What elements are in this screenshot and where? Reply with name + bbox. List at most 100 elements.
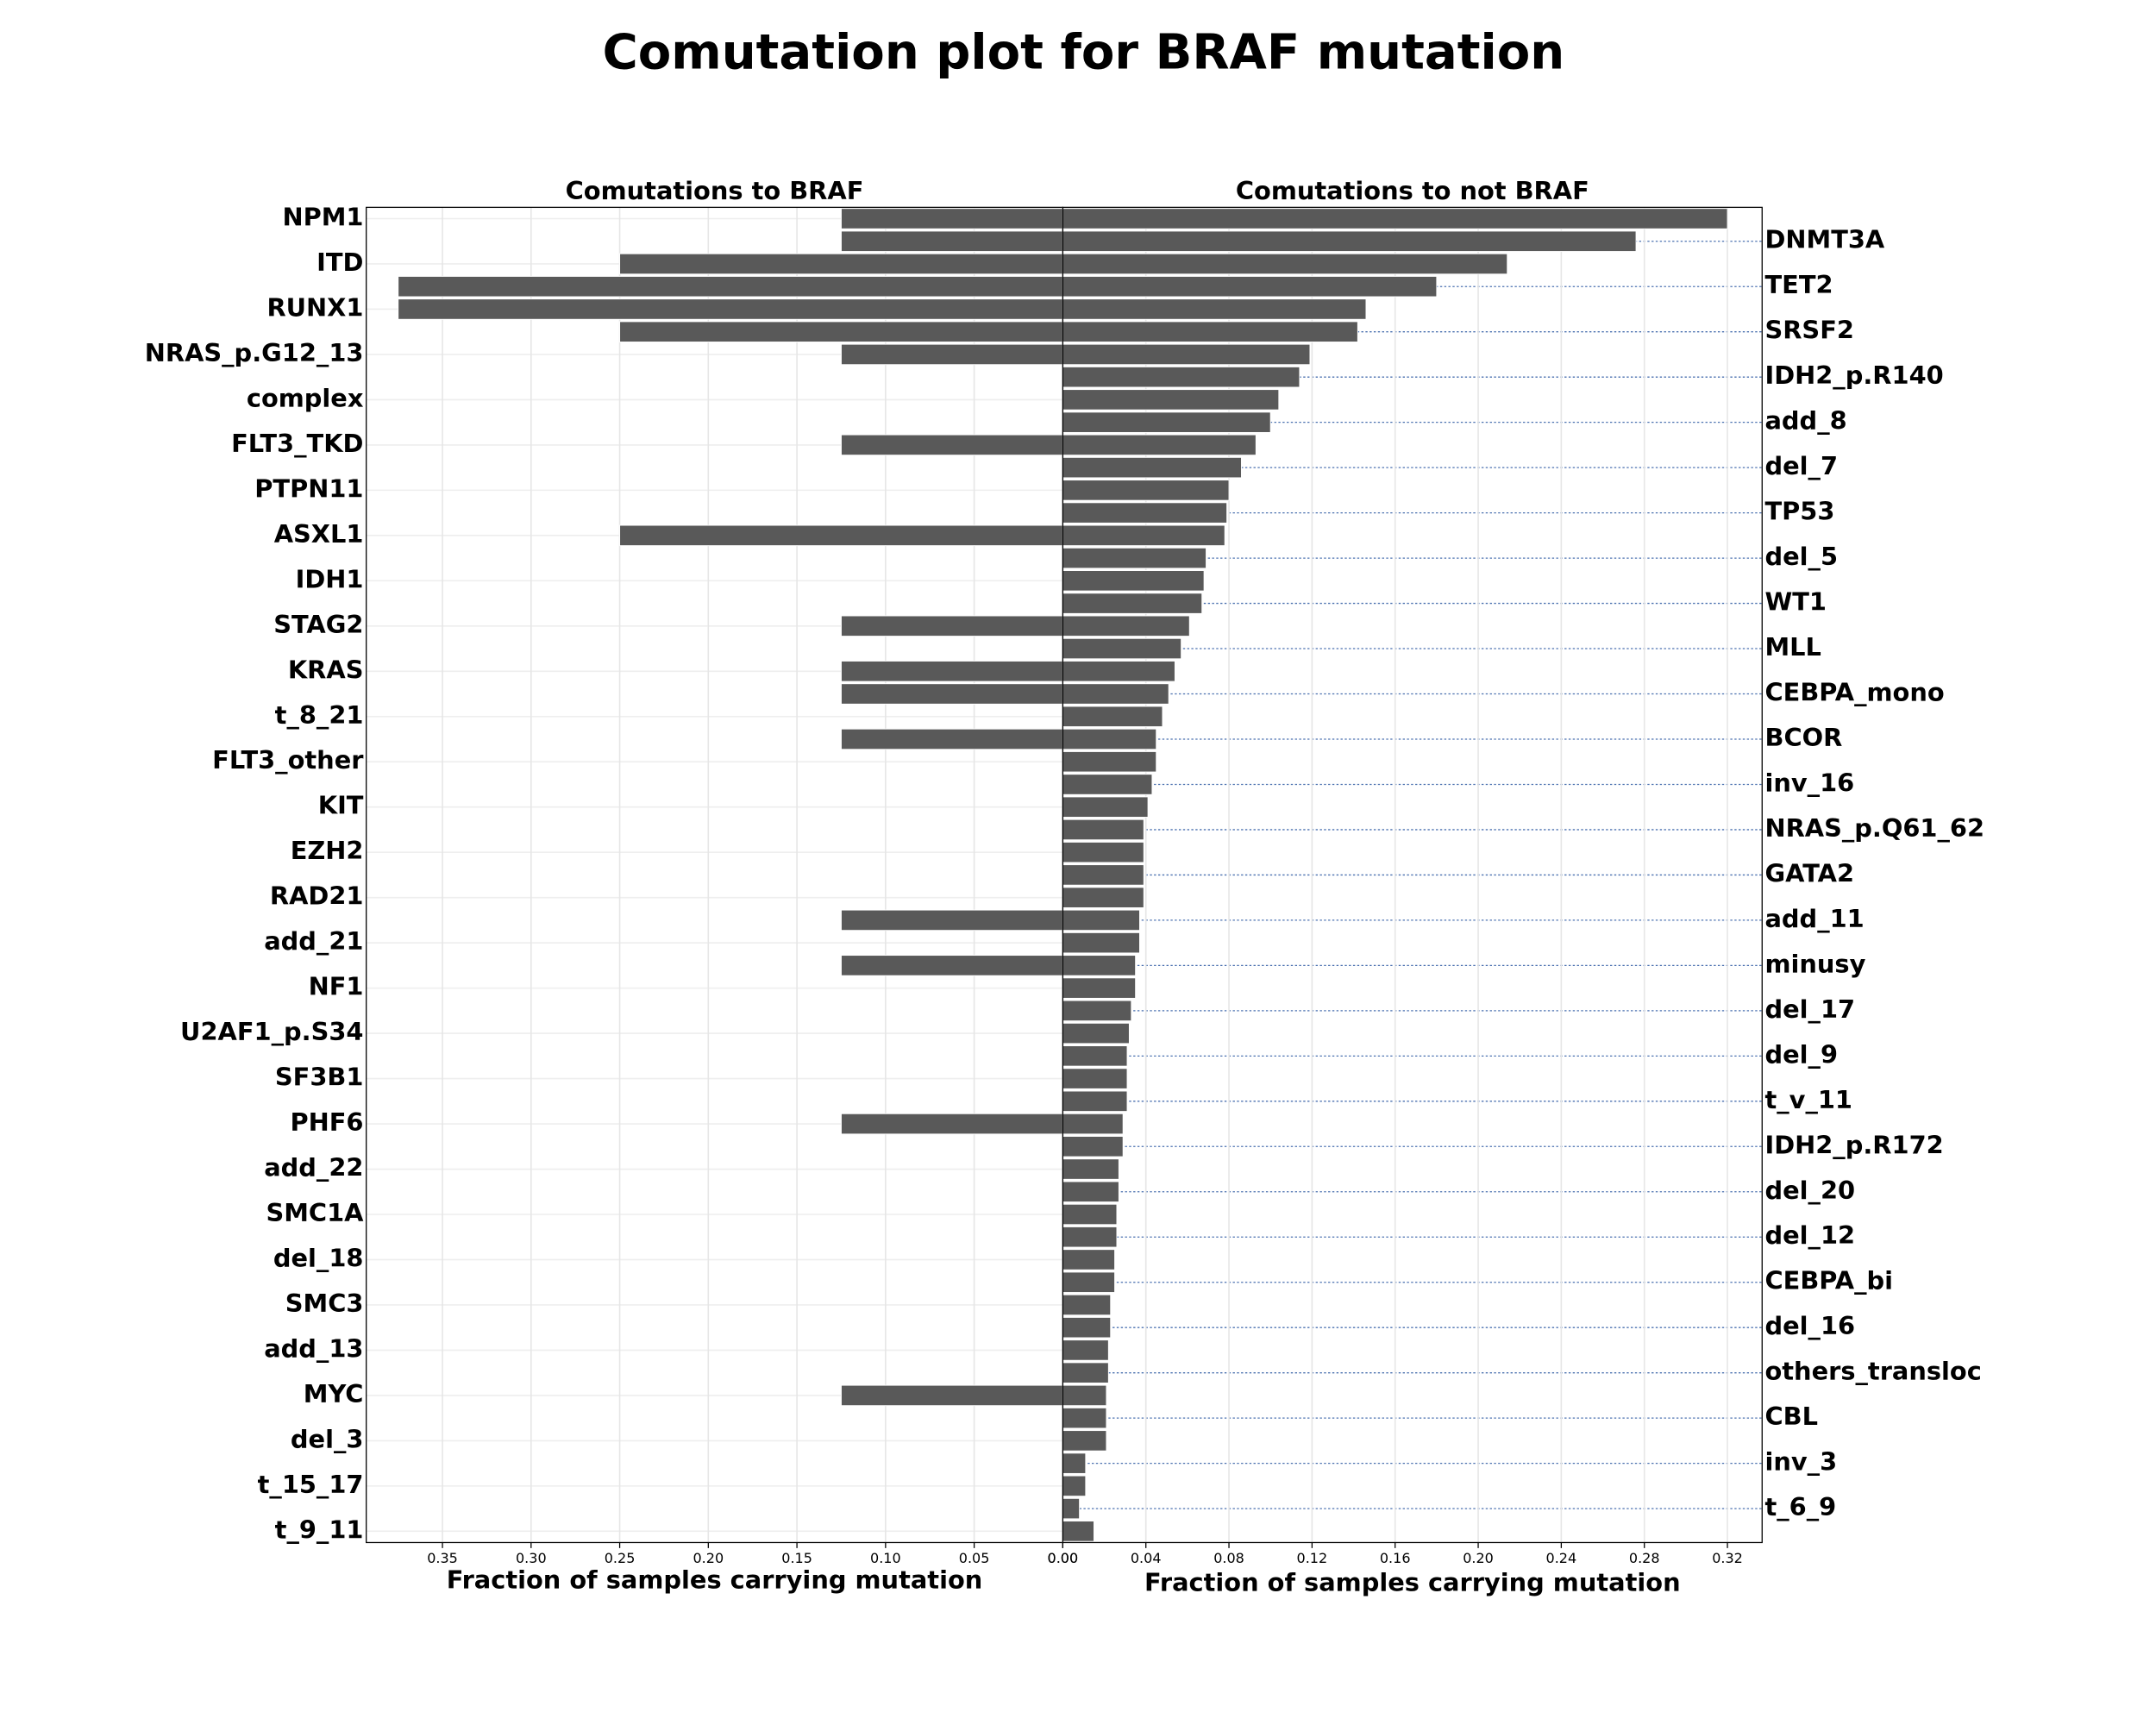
bar	[619, 321, 1063, 342]
bar	[1062, 1339, 1109, 1361]
category-label: del_18	[273, 1243, 364, 1272]
bar	[1062, 1203, 1118, 1226]
bar	[1062, 1113, 1124, 1135]
bar	[1062, 1226, 1118, 1248]
bar	[1062, 728, 1157, 750]
category-label: add_11	[1764, 904, 1864, 933]
x-tick-label: 0.20	[1463, 1550, 1494, 1566]
bar	[1062, 1316, 1112, 1339]
bar	[1062, 1045, 1128, 1067]
category-label: add_8	[1764, 406, 1846, 436]
x-tick-label: 0.08	[1213, 1550, 1244, 1566]
bar	[1062, 977, 1137, 999]
category-label: CEBPA_mono	[1764, 678, 1944, 707]
bar	[1062, 1068, 1128, 1089]
bar	[1062, 637, 1182, 660]
category-label: del_9	[1764, 1039, 1838, 1069]
bar	[1062, 411, 1271, 433]
bar	[1062, 321, 1358, 342]
x-tick-label: 0.00	[1048, 1550, 1079, 1566]
x-tick-label: 0.35	[427, 1550, 458, 1566]
bar	[1062, 1384, 1107, 1407]
x-tick-label: 0.12	[1297, 1550, 1328, 1566]
bar	[1062, 955, 1137, 976]
bar	[1062, 1407, 1107, 1429]
bar	[1062, 524, 1225, 547]
bar	[1062, 208, 1728, 229]
bar	[840, 208, 1063, 229]
category-label: KRAS	[288, 655, 364, 684]
bar	[1062, 819, 1144, 841]
x-tick-label: 0.04	[1131, 1550, 1162, 1566]
bar	[1062, 389, 1280, 411]
category-label: WT1	[1764, 587, 1827, 617]
bar	[1062, 1430, 1107, 1452]
bar	[1062, 932, 1140, 954]
category-label: RUNX1	[266, 292, 363, 322]
category-label: add_21	[264, 926, 363, 956]
category-label: BCOR	[1764, 723, 1842, 752]
category-label: NRAS_p.Q61_62	[1764, 813, 1984, 843]
x-axis-label: Fraction of samples carrying mutation	[447, 1565, 983, 1594]
bar	[1062, 275, 1438, 298]
bar	[1062, 502, 1228, 524]
bar	[1062, 1521, 1094, 1542]
bar	[1062, 706, 1163, 728]
category-label: del_12	[1764, 1220, 1855, 1250]
category-label: t_9_11	[275, 1515, 364, 1544]
x-tick-label: 0.20	[693, 1550, 724, 1566]
x-tick-label: 0.24	[1546, 1550, 1577, 1566]
category-label: inv_16	[1764, 768, 1854, 797]
bar	[1062, 547, 1207, 569]
x-tick-label: 0.16	[1380, 1550, 1411, 1566]
category-label: ITD	[317, 248, 363, 277]
bar	[1062, 615, 1190, 637]
bar	[1062, 1181, 1119, 1203]
category-label: inv_3	[1764, 1447, 1837, 1477]
bar	[398, 298, 1063, 320]
category-label: KIT	[318, 791, 364, 820]
category-label: SMC3	[285, 1289, 364, 1318]
bar	[1062, 570, 1205, 592]
bar	[1062, 1271, 1116, 1294]
category-label: TET2	[1764, 270, 1833, 299]
category-label: RAD21	[270, 881, 364, 911]
bar	[1062, 343, 1311, 366]
bar	[1062, 1452, 1087, 1474]
bar	[1062, 864, 1144, 886]
bar	[1062, 593, 1203, 614]
bar	[619, 524, 1063, 547]
category-label: t_6_9	[1764, 1492, 1836, 1521]
category-label: NPM1	[282, 203, 363, 232]
bar	[1062, 1158, 1119, 1180]
x-tick-label: 0.30	[516, 1550, 547, 1566]
bar	[1062, 796, 1149, 818]
bar	[1062, 841, 1144, 863]
category-label: del_7	[1764, 451, 1838, 480]
x-tick-label: 0.10	[870, 1550, 901, 1566]
category-label: NF1	[309, 972, 364, 1001]
bar	[619, 253, 1063, 275]
bar	[1062, 1497, 1081, 1520]
bar	[1062, 660, 1175, 682]
category-label: IDH2_p.R172	[1764, 1130, 1943, 1159]
category-label: minusy	[1764, 949, 1865, 978]
bar	[840, 1113, 1063, 1135]
bar	[1062, 434, 1257, 456]
x-tick-label: 0.28	[1629, 1550, 1660, 1566]
category-label: SRSF2	[1764, 316, 1853, 345]
bar	[1062, 1000, 1132, 1022]
bar	[1062, 366, 1300, 388]
bar	[840, 728, 1063, 750]
plot-frame	[1062, 206, 1763, 1544]
category-label: ASXL1	[274, 519, 364, 549]
x-tick-label: 0.05	[959, 1550, 990, 1566]
x-tick-label: 0.00	[1048, 1550, 1079, 1566]
category-label: del_20	[1764, 1176, 1855, 1205]
x-tick-label: 0.25	[605, 1550, 636, 1566]
x-axis-label: Fraction of samples carrying mutation	[1144, 1568, 1681, 1597]
bar	[840, 615, 1063, 637]
category-label: t_15_17	[258, 1470, 364, 1499]
category-label: CBL	[1764, 1402, 1818, 1431]
